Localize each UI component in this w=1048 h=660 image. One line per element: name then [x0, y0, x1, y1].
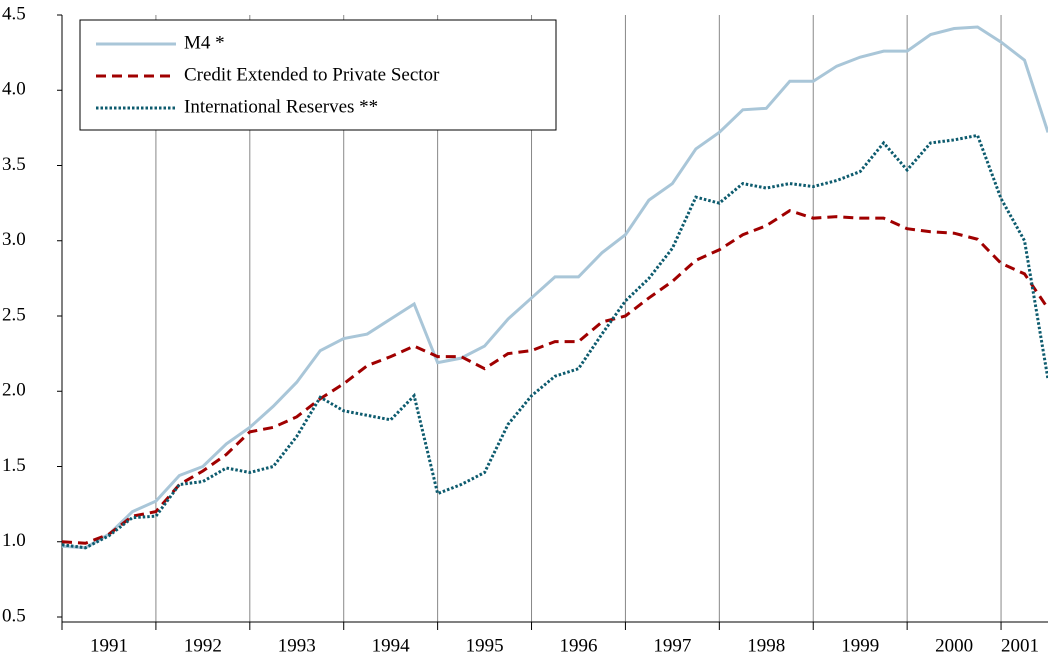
y-tick-label: 1.5: [2, 455, 26, 476]
legend-label: International Reserves **: [184, 96, 378, 117]
y-tick-label: 4.0: [2, 79, 26, 100]
x-tick-label: 1992: [184, 635, 222, 656]
y-tick-label: 3.0: [2, 229, 26, 250]
legend-label: Credit Extended to Private Sector: [184, 64, 440, 85]
x-tick-label: 1994: [372, 635, 411, 656]
legend-box: [79, 19, 557, 131]
data-line: [61, 25, 1048, 550]
data-line: [61, 133, 1048, 550]
x-tick-label: 2000: [935, 635, 973, 656]
data-line: [61, 209, 1048, 545]
x-tick-label: 1997: [653, 635, 691, 656]
x-tick-label: 2001: [1001, 635, 1039, 656]
x-tick-label: 1991: [90, 635, 128, 656]
y-tick-label: 0.5: [2, 605, 26, 626]
y-tick-label: 3.5: [2, 154, 26, 175]
legend: M4 * Credit Extended to Private Sector Int…: [79, 19, 557, 131]
x-tick-label: 1996: [559, 635, 597, 656]
y-tick-label: 2.5: [2, 304, 26, 325]
y-tick-label: 4.5: [2, 3, 26, 24]
legend-label: M4 *: [184, 32, 225, 53]
x-tick-label: 1998: [747, 635, 785, 656]
x-tick-label: 1993: [278, 635, 316, 656]
x-tick-label: 1995: [466, 635, 504, 656]
y-tick-label: 2.0: [2, 380, 26, 401]
x-tick-label: 1999: [841, 635, 879, 656]
y-tick-label: 1.0: [2, 530, 26, 551]
